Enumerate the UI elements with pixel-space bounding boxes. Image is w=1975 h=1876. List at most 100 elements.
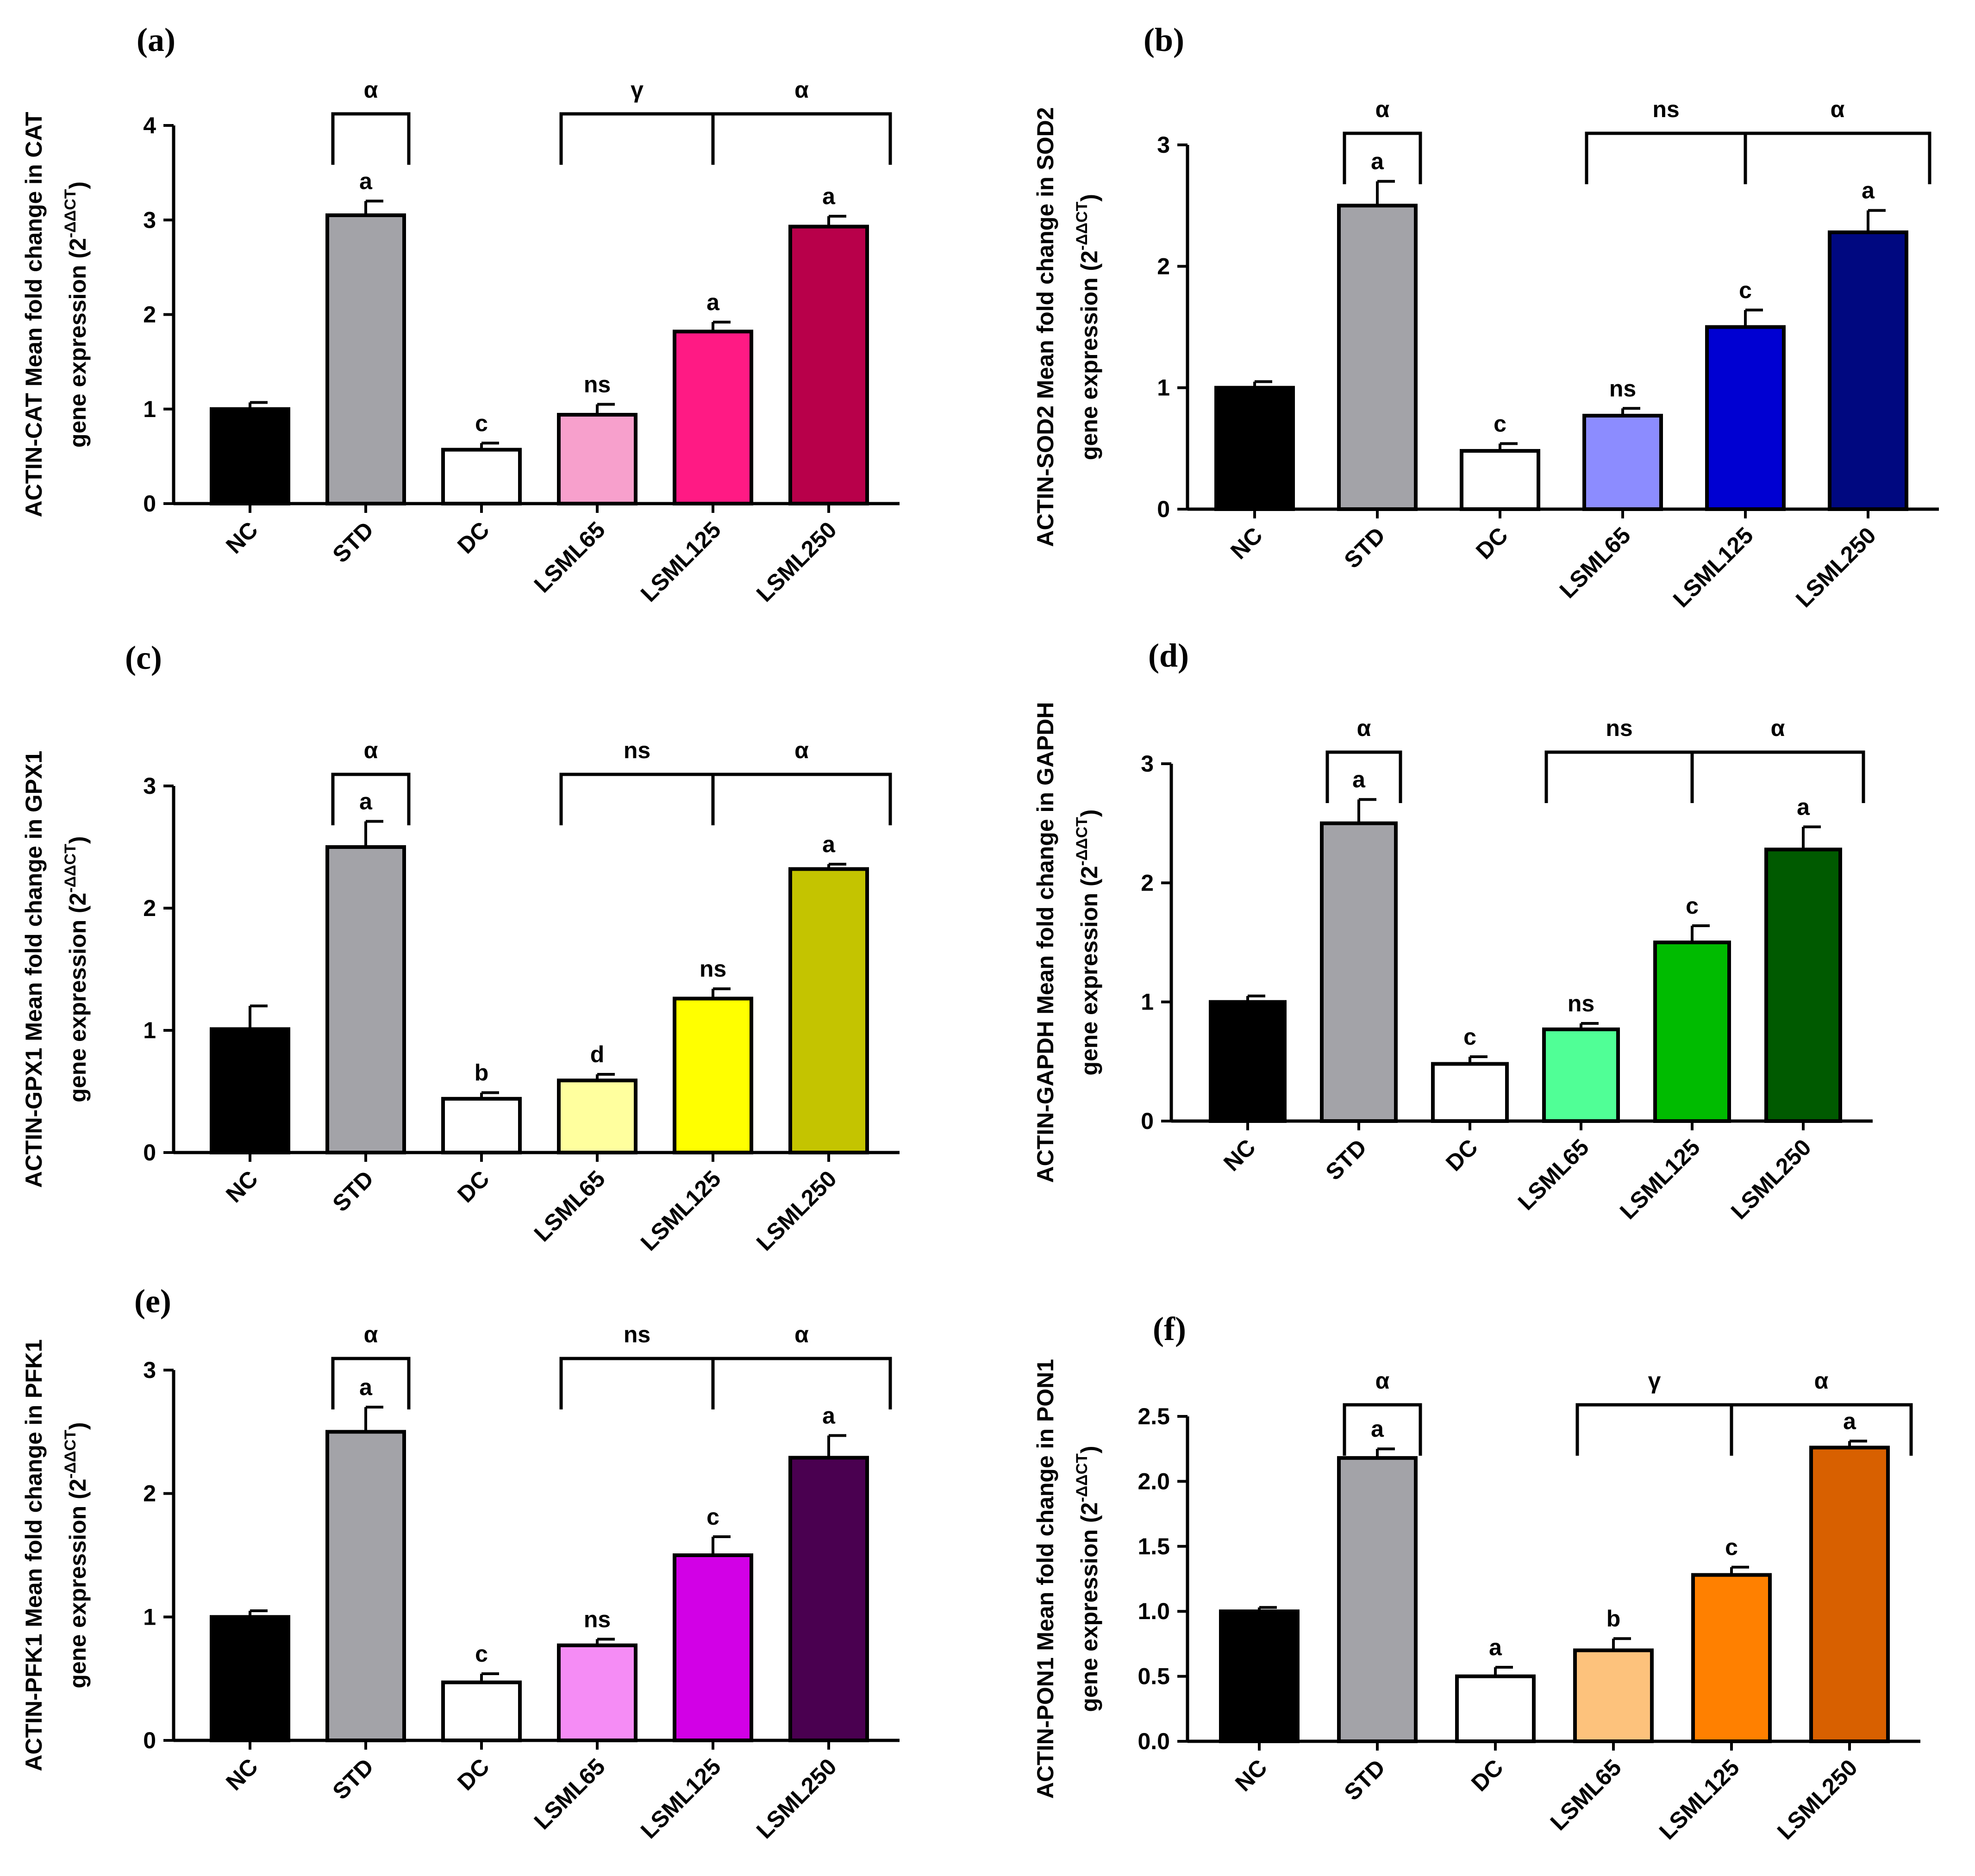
bar-lsml65: [1573, 1648, 1654, 1743]
y-axis-title-close: ): [65, 1422, 91, 1430]
x-tick-label: LSML65: [529, 1753, 610, 1834]
y-tick-label: 0: [1157, 496, 1170, 522]
significance-letter: a: [822, 183, 836, 209]
x-tick-label: LSML250: [1791, 522, 1881, 612]
bar-lsml65: [557, 413, 638, 505]
bracket-label: γ: [1648, 1368, 1661, 1394]
significance-bracket: [1744, 131, 1931, 184]
y-tick-label: 4: [143, 112, 156, 138]
y-tick-label: 2: [143, 895, 156, 921]
y-axis-title-line1: ACTIN-GAPDH Mean fold change in GAPDH: [1032, 702, 1058, 1183]
y-axis-title-text: gene expression (2: [65, 238, 91, 448]
y-tick-label: 0: [143, 1727, 156, 1753]
y-axis-title-close: ): [65, 836, 91, 844]
bar-nc: [210, 1615, 290, 1742]
x-tick-label: STD: [1339, 522, 1390, 573]
bar-lsml250: [788, 224, 869, 505]
bar-lsml250: [1809, 1446, 1890, 1744]
significance-letter: c: [1494, 411, 1506, 436]
significance-bracket: [1544, 750, 1694, 803]
x-tick-label: NC: [1230, 1754, 1272, 1796]
y-axis-title-line2: gene expression (2-ΔΔCT): [1073, 809, 1102, 1075]
x-tick-label: DC: [1471, 522, 1513, 564]
significance-letter: c: [1739, 277, 1752, 303]
y-axis-title-line1: ACTIN-GPX1 Mean fold change in GPX1: [21, 751, 47, 1188]
significance-bracket: [711, 112, 892, 165]
y-tick-label: 3: [1141, 751, 1154, 777]
bracket-label: ns: [624, 737, 650, 763]
panel-label: (b): [1144, 21, 1184, 58]
y-tick-label: 1.0: [1138, 1598, 1170, 1624]
y-axis-title-text: gene expression (2: [65, 893, 91, 1103]
bracket-label: α: [364, 77, 378, 103]
y-tick-label: 2: [1141, 870, 1154, 896]
y-tick-label: 2.5: [1138, 1403, 1170, 1429]
bracket-label: α: [1831, 96, 1845, 122]
x-tick-label: DC: [452, 517, 494, 559]
significance-letter: b: [475, 1060, 489, 1086]
bar-std: [1337, 204, 1418, 511]
significance-bracket: [559, 773, 715, 825]
significance-bracket: [1585, 131, 1747, 184]
significance-letter: a: [359, 168, 373, 194]
bar-dc: [441, 1097, 522, 1155]
y-tick-label: 1: [143, 1604, 156, 1630]
bar-lsml250: [788, 867, 869, 1154]
significance-letter: a: [1371, 1416, 1384, 1442]
y-axis-title-superscript: -ΔΔCT: [1073, 1453, 1091, 1502]
significance-bracket: [559, 1357, 715, 1409]
significance-letter: a: [1797, 794, 1810, 820]
x-tick-label: NC: [221, 1753, 263, 1795]
significance-bracket: [559, 112, 715, 165]
bar-lsml250: [1764, 848, 1842, 1123]
bar-dc: [1455, 1674, 1536, 1744]
significance-letter: a: [1862, 178, 1875, 204]
x-tick-label: LSML125: [1668, 522, 1758, 612]
y-tick-label: 3: [143, 207, 156, 233]
bar-std: [325, 845, 406, 1154]
y-axis-title-superscript: -ΔΔCT: [62, 189, 79, 238]
bracket-label: α: [1375, 96, 1390, 122]
significance-letter: ns: [584, 1606, 611, 1632]
significance-letter: a: [822, 1402, 836, 1428]
bar-std: [325, 1430, 406, 1742]
bar-lsml65: [557, 1078, 638, 1154]
significance-letter: ns: [1609, 375, 1636, 401]
bracket-label: α: [364, 737, 378, 763]
significance-letter: a: [359, 789, 373, 815]
panel-label: (a): [137, 21, 175, 58]
y-tick-label: 1: [1157, 375, 1170, 401]
significance-letter: a: [1371, 149, 1384, 175]
significance-letter: c: [1463, 1024, 1476, 1050]
bar-lsml65: [1542, 1027, 1620, 1123]
x-tick-label: LSML125: [636, 1165, 726, 1256]
bar-lsml125: [673, 1553, 753, 1742]
x-tick-label: LSML65: [529, 517, 610, 598]
y-tick-label: 2: [143, 1481, 156, 1507]
significance-bracket: [1730, 1403, 1913, 1456]
x-tick-label: LSML65: [1555, 522, 1636, 603]
y-tick-label: 2.0: [1138, 1468, 1170, 1494]
bar-lsml125: [673, 997, 753, 1155]
bar-nc: [1214, 386, 1295, 511]
bar-nc: [1219, 1609, 1300, 1743]
significance-letter: a: [1489, 1634, 1502, 1660]
chart-panel-a: (a) ACTIN-CAT Mean fold change in CAT gene…: [21, 21, 900, 607]
y-axis-title-close: ): [1076, 194, 1102, 202]
bar-nc: [210, 1027, 290, 1155]
x-tick-label: LSML250: [1772, 1754, 1862, 1845]
bracket-label: α: [1814, 1368, 1829, 1394]
y-tick-label: 2: [1157, 253, 1170, 279]
bracket-label: α: [794, 77, 809, 103]
y-tick-label: 0.0: [1138, 1728, 1170, 1754]
bar-dc: [441, 448, 522, 506]
bracket-label: α: [364, 1321, 378, 1347]
y-tick-label: 3: [1157, 132, 1170, 158]
significance-letter: d: [590, 1041, 605, 1067]
x-tick-label: STD: [1320, 1134, 1371, 1185]
significance-bracket: [1575, 1403, 1733, 1456]
y-axis-title-line1: ACTIN-SOD2 Mean fold change in SOD2: [1032, 107, 1058, 547]
x-tick-label: LSML125: [1654, 1754, 1744, 1845]
y-tick-label: 1.5: [1138, 1533, 1170, 1559]
bracket-label: α: [794, 737, 809, 763]
